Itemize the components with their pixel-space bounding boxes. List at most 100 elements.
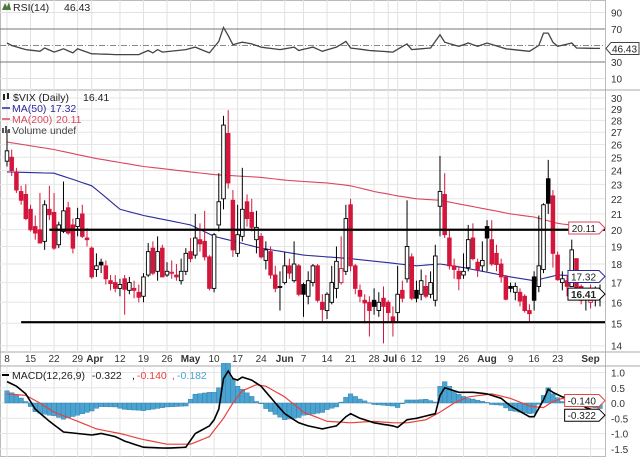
macd-histogram-bar	[155, 402, 161, 409]
candle-body	[541, 204, 546, 270]
volume-legend-label: Volume undef	[12, 125, 76, 137]
candle-body	[343, 218, 349, 272]
candle-body	[211, 234, 217, 289]
x-tick-label: 29	[72, 354, 84, 365]
ma50-value-tag-box	[567, 270, 606, 284]
candle-body	[131, 287, 137, 291]
candle-body	[160, 247, 165, 278]
rsi-legend-title: RSI(14)	[13, 2, 49, 14]
price-legend-value: 16.41	[83, 92, 109, 104]
macd-legend-title: MACD(12,26,9)	[12, 370, 85, 382]
candle-body	[89, 247, 94, 278]
macd-histogram-bar	[376, 402, 382, 406]
candle	[122, 275, 127, 315]
x-tick-label: 15	[25, 354, 37, 365]
x-tick-label: 22	[49, 354, 61, 365]
candle-body	[418, 280, 424, 295]
x-tick-label: 8	[4, 354, 10, 365]
macd-histogram-bar	[399, 402, 405, 404]
price-tick-label: 16	[611, 298, 623, 309]
candle-body	[277, 285, 283, 288]
macd-value-tag-box	[564, 408, 606, 422]
candle-body	[84, 237, 90, 241]
macd-histogram-bar	[131, 402, 137, 411]
macd-histogram-bar	[268, 402, 274, 412]
x-tick-label: 26	[162, 354, 174, 365]
macd-histogram-bar	[253, 401, 259, 404]
macd-histogram-bar	[117, 402, 123, 409]
macd-histogram-bar	[489, 402, 495, 405]
candle	[527, 304, 532, 322]
macd-histogram-bar	[531, 402, 537, 414]
candle-body	[400, 289, 405, 299]
candle	[451, 258, 457, 279]
candle-body	[498, 263, 504, 278]
candle-body	[461, 270, 466, 276]
macd-histogram-bar	[164, 402, 170, 408]
macd-histogram-bar	[211, 392, 217, 404]
rsi-legend: RSI(14) 46.43	[2, 2, 90, 14]
candle	[89, 246, 94, 279]
candle-body	[569, 249, 575, 287]
price-tick-label: 28	[611, 116, 623, 127]
candle	[244, 194, 250, 227]
candle	[117, 278, 123, 297]
candle	[315, 264, 320, 303]
macd-histogram-bar	[423, 398, 429, 404]
candle	[555, 251, 560, 281]
rsi-line	[6, 25, 600, 56]
candle	[108, 275, 113, 291]
macd-histogram-bar	[333, 402, 339, 408]
macd-histogram-bar	[98, 402, 104, 407]
candle	[174, 264, 179, 281]
x-tick-label: 26	[458, 354, 470, 365]
candle	[197, 223, 203, 252]
macd-histogram-bar	[362, 400, 368, 404]
candle-body	[56, 224, 62, 246]
candle-body	[249, 211, 254, 228]
candle-body	[70, 224, 76, 249]
candle	[80, 204, 85, 239]
candle	[28, 204, 33, 232]
candle-body	[447, 237, 452, 267]
macd-signal-tag: -0.140	[564, 394, 606, 408]
candle	[447, 229, 452, 270]
rsi-tick-label: 90	[611, 9, 623, 20]
candle	[338, 236, 344, 285]
candle	[127, 276, 132, 295]
candle	[207, 255, 212, 291]
candle-body	[371, 299, 377, 307]
macd-histogram-bar	[65, 402, 71, 419]
candle-body	[32, 226, 38, 234]
candle-body	[381, 297, 386, 307]
price-legend-title: $VIX (Daily)	[13, 92, 69, 104]
candle	[508, 282, 513, 293]
macd-histogram-bar	[84, 402, 90, 413]
macd-histogram-bar	[187, 398, 194, 404]
candle-body	[555, 254, 560, 281]
x-tick-label: Jul	[383, 354, 398, 365]
candle	[442, 173, 447, 239]
candle	[47, 185, 52, 221]
candle-body	[320, 301, 325, 310]
candle	[381, 286, 386, 344]
macd-legend-signal-value: -0.140	[137, 370, 167, 382]
macd-histogram-bar	[202, 392, 208, 404]
macd-histogram-bar	[395, 402, 401, 408]
price-tick-label: 27	[611, 128, 623, 139]
candle	[18, 185, 24, 205]
candle	[61, 181, 66, 234]
ma200-value-tag: 20.11	[568, 221, 606, 235]
candle	[202, 210, 207, 261]
macd-histogram-bar	[18, 397, 24, 404]
macd-histogram-bar	[380, 402, 387, 406]
candle-body	[437, 191, 443, 207]
candle-body	[376, 301, 382, 311]
candle-body	[465, 239, 471, 269]
macd-histogram-bar	[559, 401, 565, 404]
candle	[404, 200, 410, 283]
candle-body	[305, 280, 311, 297]
macd-histogram-bar	[465, 398, 471, 404]
macd-histogram-bar	[244, 392, 250, 404]
candle-body	[550, 195, 556, 254]
